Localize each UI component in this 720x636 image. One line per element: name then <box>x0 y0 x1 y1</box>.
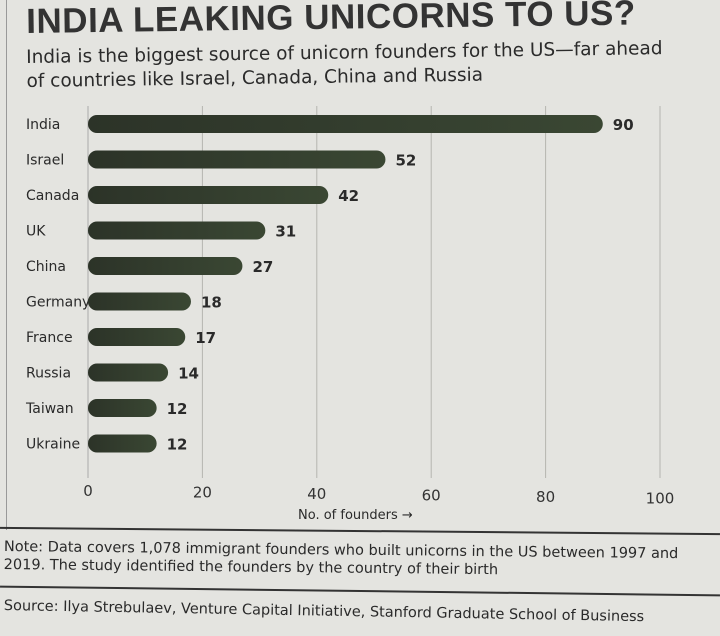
value-label: 90 <box>613 116 634 134</box>
divider <box>0 526 720 535</box>
value-label: 31 <box>275 223 296 241</box>
bar <box>88 328 186 346</box>
bar <box>88 363 169 382</box>
bar <box>88 257 243 275</box>
bar <box>88 115 603 133</box>
x-tick-label: 80 <box>536 488 555 506</box>
value-label: 27 <box>252 258 273 276</box>
category-label: Taiwan <box>25 401 74 417</box>
bar <box>88 292 191 311</box>
x-axis-label: No. of founders → <box>298 508 413 523</box>
bar <box>88 434 157 453</box>
bar <box>88 186 329 204</box>
bar <box>88 399 157 417</box>
x-tick-label: 0 <box>83 482 93 500</box>
bar <box>88 150 386 169</box>
x-tick-label: 60 <box>422 487 441 505</box>
category-label: China <box>26 259 66 275</box>
page-edge-line <box>6 0 7 530</box>
category-label: India <box>26 117 60 133</box>
value-label: 52 <box>395 152 416 170</box>
category-label: Ukraine <box>26 437 80 453</box>
x-tick-label: 100 <box>646 490 675 508</box>
chart-note: Note: Data covers 1,078 immigrant founde… <box>3 538 679 579</box>
value-label: 14 <box>178 365 199 383</box>
category-label: Russia <box>26 366 71 382</box>
category-label: Germany <box>26 295 90 311</box>
category-label: France <box>26 330 73 346</box>
divider <box>0 585 720 596</box>
value-label: 12 <box>167 400 188 418</box>
chart-source: Source: Ilya Strebulaev, Venture Capital… <box>3 598 645 626</box>
value-label: 18 <box>201 294 222 312</box>
x-tick-label: 20 <box>193 484 212 502</box>
value-label: 12 <box>167 436 188 454</box>
category-label: Israel <box>26 153 64 169</box>
category-label: Canada <box>26 188 79 204</box>
category-label: UK <box>26 224 46 240</box>
value-label: 17 <box>195 329 216 347</box>
x-tick-label: 40 <box>307 485 326 503</box>
bar-chart: 0 20 40 60 80 100 India 90 Israel 52 Canada 42 UK 31 C… <box>25 106 675 508</box>
value-label: 42 <box>338 187 359 205</box>
bar <box>88 221 266 240</box>
